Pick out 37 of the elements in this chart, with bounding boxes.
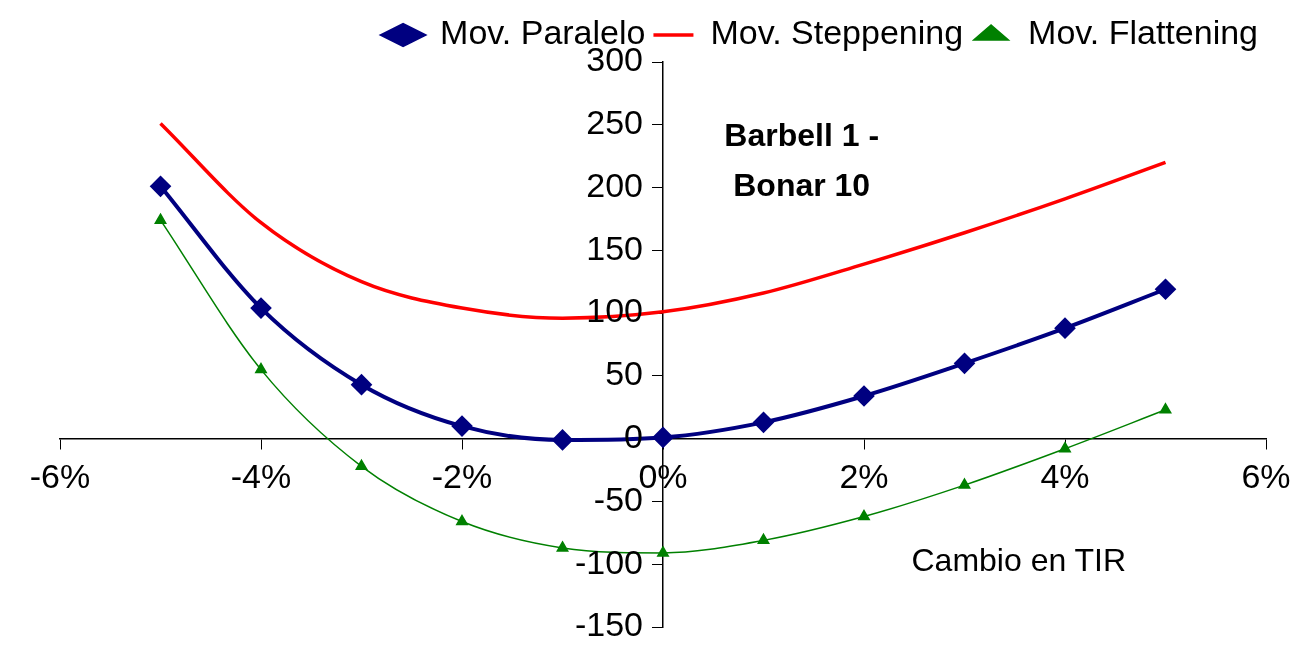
point (858, 509, 870, 521)
point (150, 176, 171, 197)
point (757, 533, 770, 545)
x-tick-label: 2% (839, 457, 889, 496)
point (1059, 441, 1071, 453)
x-tick-label: -4% (230, 457, 292, 496)
point (556, 541, 569, 552)
y-tick-label: 250 (586, 103, 643, 142)
point (1055, 318, 1075, 339)
y-tick-label: 150 (586, 228, 643, 267)
y-tick-label: 50 (605, 354, 643, 393)
point (1155, 279, 1176, 300)
x-tick-label: 4% (1040, 457, 1090, 496)
point (251, 298, 271, 319)
point (657, 546, 669, 557)
y-tick-label: 200 (586, 165, 643, 204)
y-tick-label: -150 (574, 605, 643, 644)
point (355, 459, 368, 471)
x-tick-label: 6% (1241, 457, 1291, 496)
point (1159, 403, 1172, 414)
point (954, 353, 975, 374)
y-tick-label: -100 (574, 542, 643, 581)
point (854, 385, 874, 406)
point (958, 478, 971, 489)
point (653, 427, 673, 448)
x-axis-title: Cambio en TIR (911, 541, 1127, 578)
point (753, 412, 774, 433)
point (255, 362, 267, 374)
point (552, 429, 573, 450)
point (452, 416, 472, 437)
legend-label: Mov. Flattening (1028, 13, 1259, 52)
text: Barbell 1 - Bonar 10 (724, 116, 880, 203)
point (351, 374, 372, 395)
x-tick-label: -6% (29, 457, 91, 496)
legend-label: Mov. Steppening (710, 13, 964, 52)
x-tick-label: -2% (431, 457, 493, 496)
point (456, 514, 468, 526)
